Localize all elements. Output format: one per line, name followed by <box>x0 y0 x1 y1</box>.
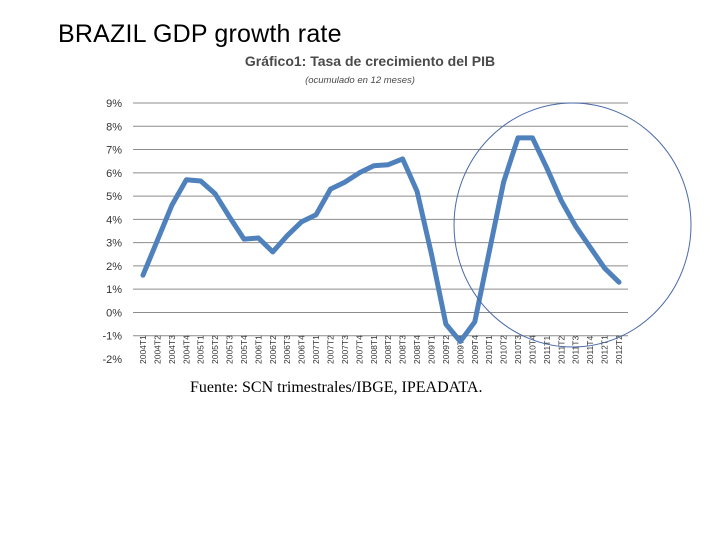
x-tick-label: 2007T3 <box>340 335 350 364</box>
x-tick-label: 2004T1 <box>138 335 148 364</box>
x-tick-label: 2010T2 <box>499 335 509 364</box>
source-note: Fuente: SCN trimestrales/IBGE, IPEADATA. <box>190 379 482 396</box>
data-point <box>473 320 477 324</box>
y-tick-label: 1% <box>106 284 122 296</box>
y-tick-label: 3% <box>106 238 122 250</box>
data-point <box>184 178 188 182</box>
x-tick-label: 2011T2 <box>556 336 566 364</box>
y-tick-label: 9% <box>106 98 122 110</box>
data-point <box>545 166 549 170</box>
data-point <box>314 213 318 217</box>
data-point <box>170 203 174 207</box>
data-point <box>256 236 260 240</box>
x-tick-label: 2006T1 <box>253 335 263 364</box>
data-point <box>155 238 159 242</box>
x-tick-label: 2007T1 <box>311 335 321 364</box>
x-tick-label: 2011T3 <box>571 336 581 364</box>
data-point <box>213 192 217 196</box>
y-tick-label: 0% <box>106 307 122 319</box>
data-point <box>328 187 332 191</box>
x-tick-label: 2010T3 <box>513 335 523 364</box>
x-tick-label: 2009T4 <box>470 335 480 364</box>
data-point <box>343 180 347 184</box>
y-tick-label: 7% <box>106 145 122 157</box>
x-tick-label: 2012T2 <box>614 335 624 364</box>
data-point <box>285 233 289 237</box>
x-tick-label: 2011T4 <box>585 336 595 364</box>
x-tick-label: 2008T3 <box>398 335 408 364</box>
data-point <box>198 179 202 183</box>
x-tick-label: 2008T2 <box>383 335 393 364</box>
y-tick-label: -1% <box>102 331 122 343</box>
chart-title: Gráfico1: Tasa de crecimiento del PIB <box>245 53 495 69</box>
x-tick-label: 2006T3 <box>282 335 292 364</box>
data-point <box>299 219 303 223</box>
data-point <box>357 171 361 175</box>
x-tick-label: 2005T4 <box>239 335 249 364</box>
x-tick-label: 2005T1 <box>196 335 206 364</box>
x-tick-label: 2010T1 <box>484 335 494 364</box>
y-tick-label: 8% <box>106 121 122 133</box>
data-point <box>242 237 246 241</box>
data-point <box>530 136 534 140</box>
y-tick-label: -2% <box>102 354 122 366</box>
data-point <box>617 280 621 284</box>
x-tick-label: 2004T2 <box>152 335 162 364</box>
x-tick-label: 2005T3 <box>225 335 235 364</box>
data-point <box>415 189 419 193</box>
data-point <box>271 250 275 254</box>
data-point <box>574 224 578 228</box>
x-tick-label: 2004T3 <box>167 335 177 364</box>
data-point <box>602 266 606 270</box>
data-point <box>141 273 145 277</box>
data-point <box>227 215 231 219</box>
data-point <box>429 252 433 256</box>
x-tick-label: 2007T4 <box>354 335 364 364</box>
data-point <box>372 164 376 168</box>
x-tick-label: 2012T1 <box>600 335 610 364</box>
y-tick-label: 6% <box>106 168 122 180</box>
x-tick-label: 2006T4 <box>297 335 307 364</box>
gdp-line-chart: Gráfico1: Tasa de crecimiento del PIB (o… <box>0 0 720 540</box>
data-point <box>516 136 520 140</box>
chart-subtitle: (ocumulado en 12 meses) <box>305 75 415 86</box>
x-tick-label: 2010T4 <box>527 335 537 364</box>
x-tick-label: 2004T4 <box>181 335 191 364</box>
data-point <box>487 250 491 254</box>
data-point <box>400 157 404 161</box>
x-tick-label: 2006T2 <box>268 335 278 364</box>
data-point <box>501 180 505 184</box>
x-tick-label: 2008T1 <box>369 335 379 364</box>
x-tick-label: 2009T2 <box>441 335 451 364</box>
data-point <box>588 245 592 249</box>
x-tick-label: 2009T1 <box>426 335 436 364</box>
data-point <box>458 339 462 343</box>
y-tick-label: 2% <box>106 261 122 273</box>
x-tick-label: 2005T2 <box>210 335 220 364</box>
data-point <box>386 162 390 166</box>
x-tick-label: 2011T1 <box>542 336 552 364</box>
y-tick-label: 4% <box>106 214 122 226</box>
x-tick-label: 2007T2 <box>326 335 336 364</box>
data-point <box>559 199 563 203</box>
data-point <box>444 322 448 326</box>
x-tick-label: 2008T4 <box>412 335 422 364</box>
y-tick-label: 5% <box>106 191 122 203</box>
